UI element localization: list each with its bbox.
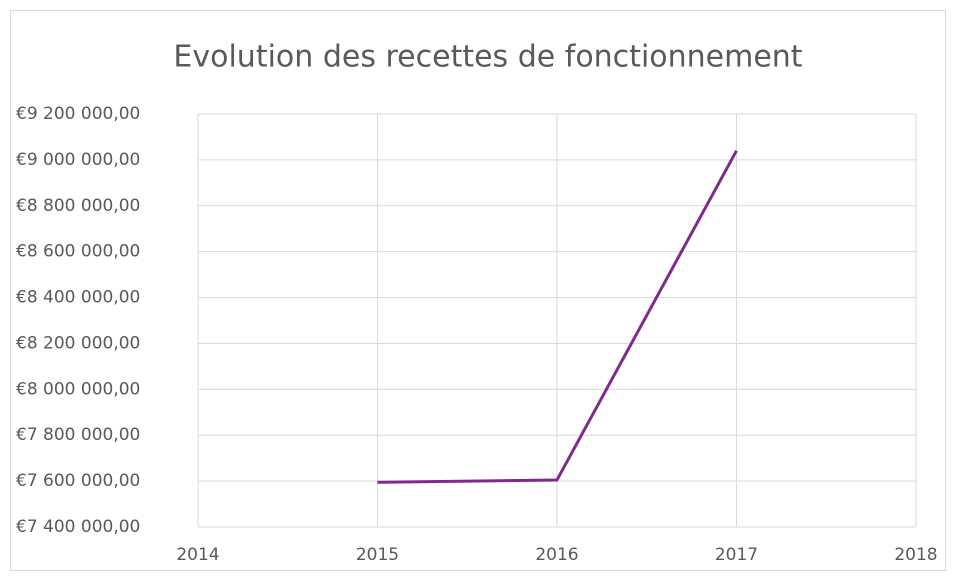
x-tick-label: 2015 (356, 545, 399, 565)
y-tick-label: €8 000 000,00 (16, 379, 140, 399)
data-line (377, 149, 738, 484)
chart-frame (10, 10, 946, 571)
y-tick-label: €7 600 000,00 (16, 471, 140, 491)
y-tick-label: €7 800 000,00 (16, 425, 140, 445)
y-tick-label: €8 200 000,00 (16, 333, 140, 353)
y-tick-label: €9 000 000,00 (16, 150, 140, 170)
x-tick-label: 2014 (176, 545, 219, 565)
x-tick-label: 2018 (894, 545, 937, 565)
y-tick-label: €7 400 000,00 (16, 517, 140, 537)
y-tick-label: €8 800 000,00 (16, 196, 140, 216)
y-tick-label: €9 200 000,00 (16, 104, 140, 124)
x-tick-label: 2016 (535, 545, 578, 565)
y-tick-label: €8 600 000,00 (16, 242, 140, 262)
x-tick-label: 2017 (715, 545, 758, 565)
y-tick-label: €8 400 000,00 (16, 288, 140, 308)
chart-title: Evolution des recettes de fonctionnement (173, 40, 802, 75)
